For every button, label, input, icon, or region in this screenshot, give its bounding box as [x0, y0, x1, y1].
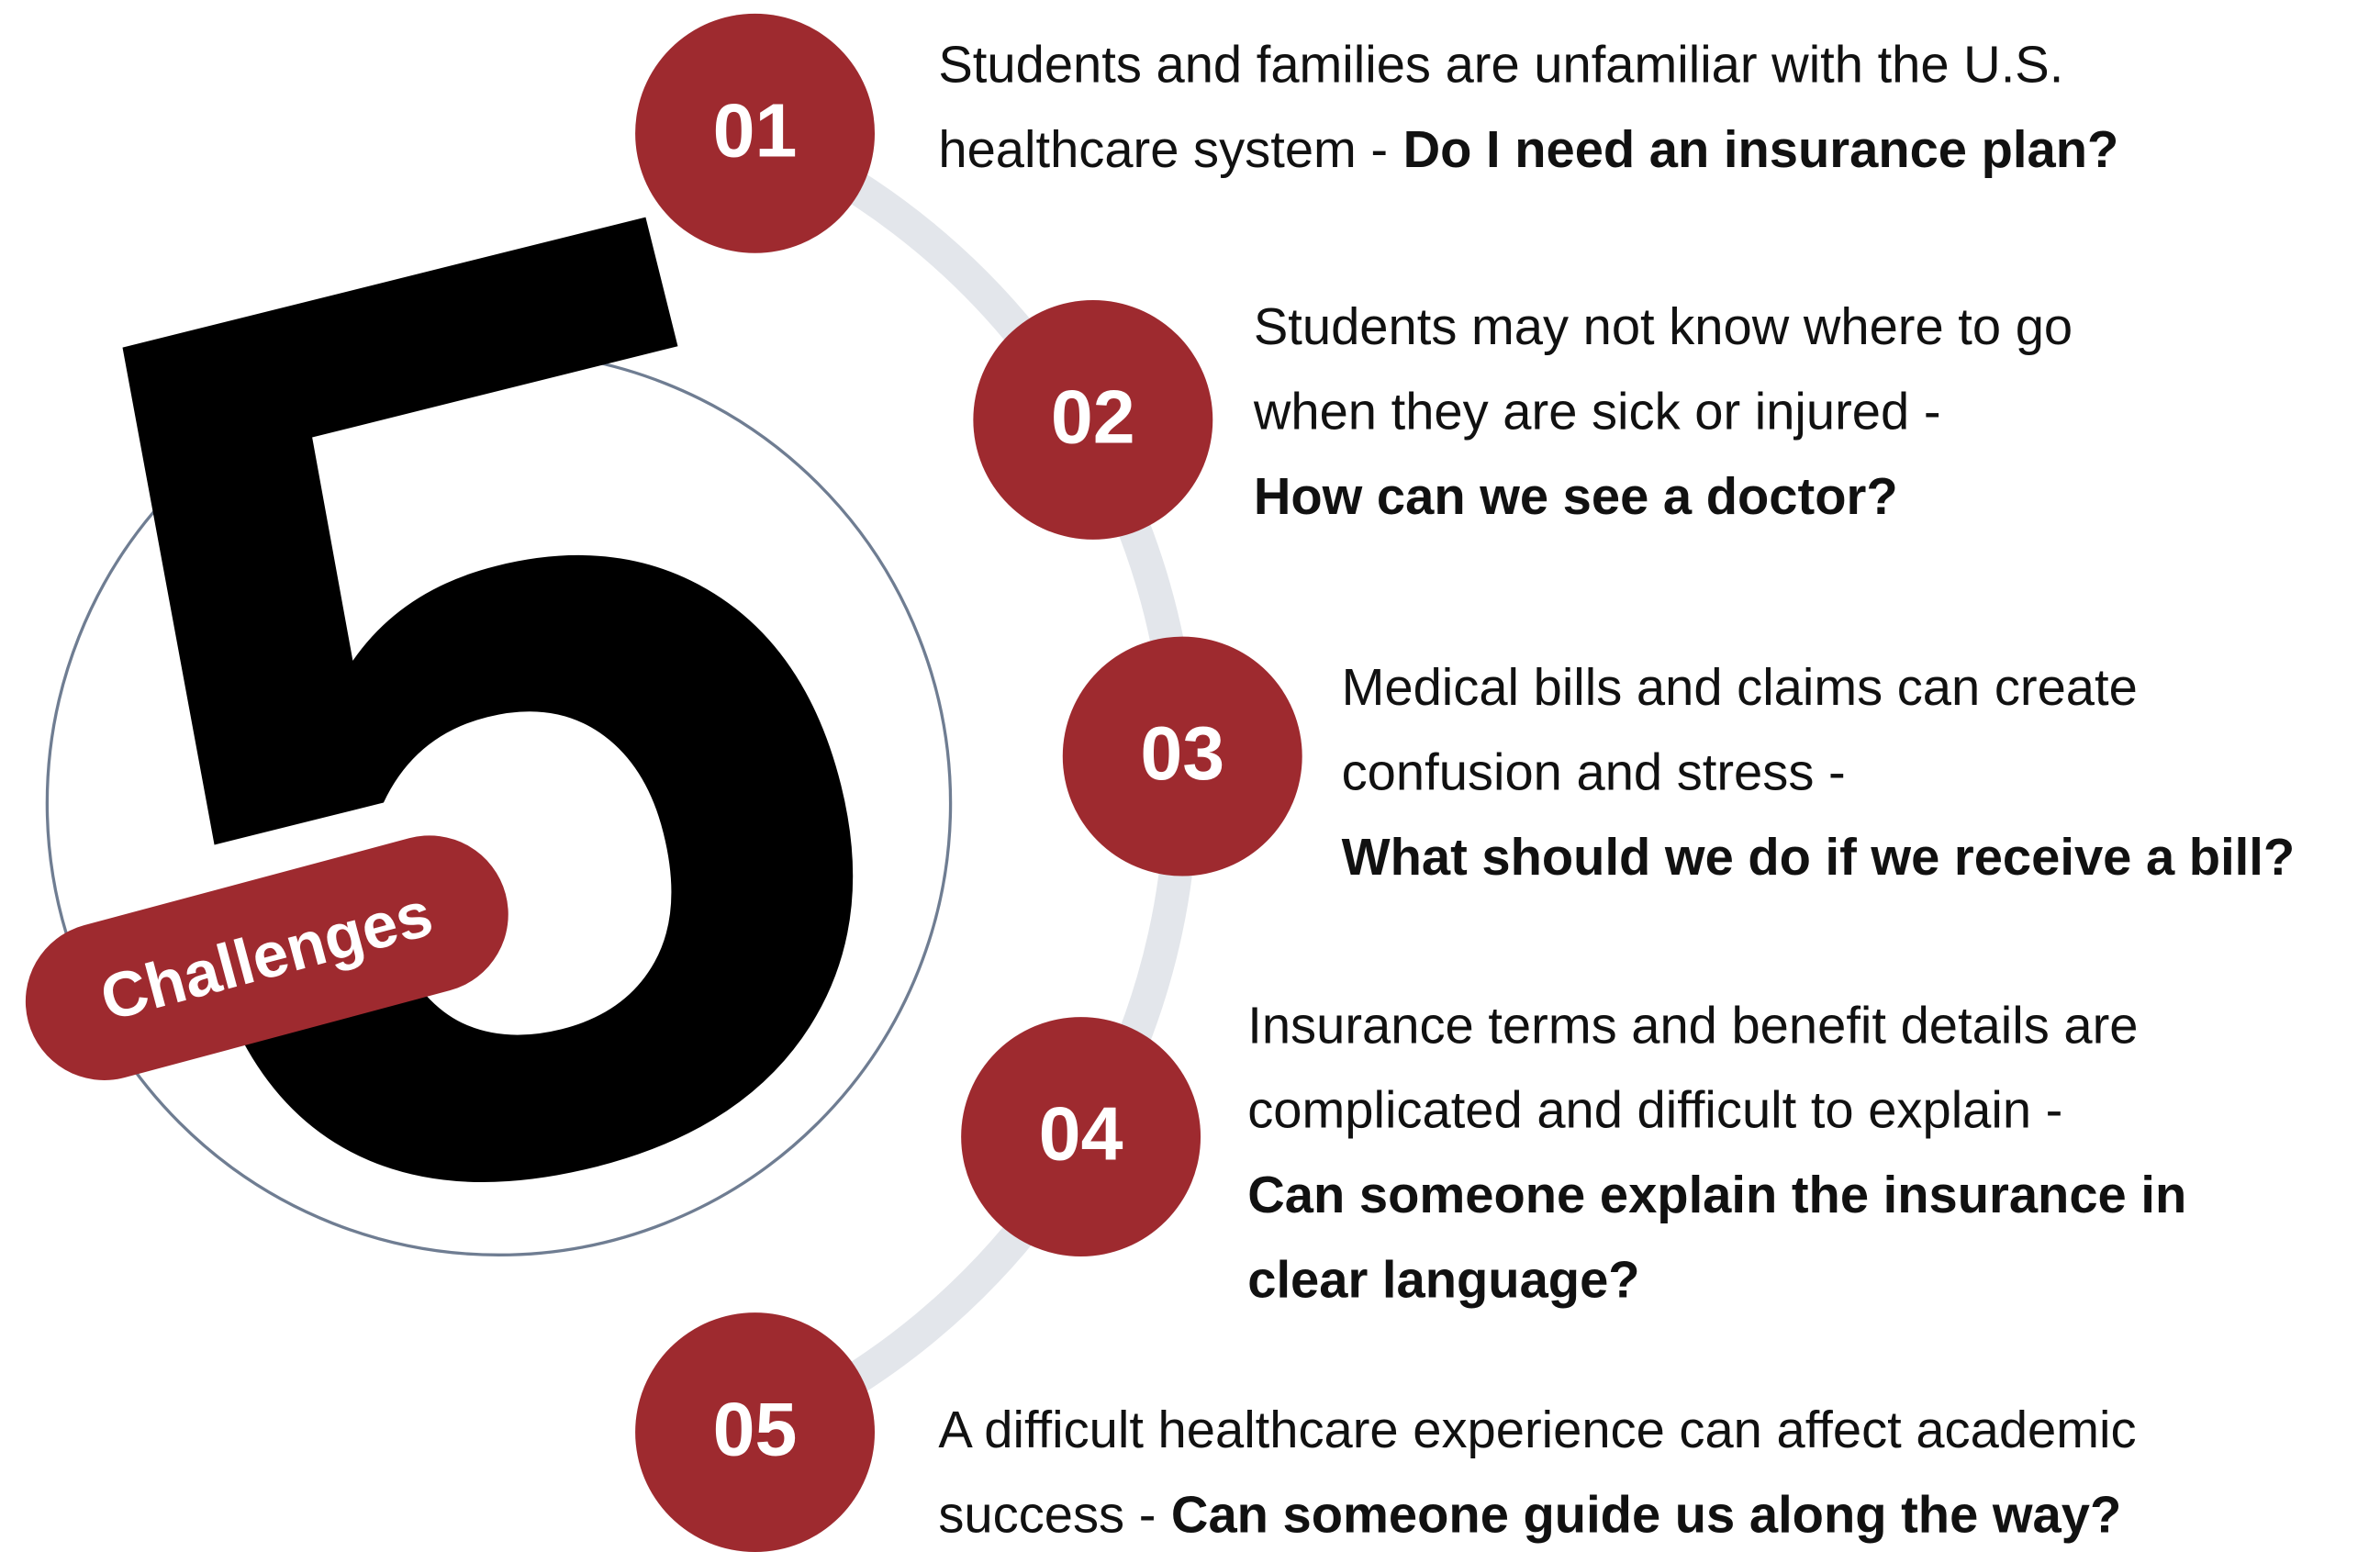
text-span: Insurance terms and benefit details are — [1247, 996, 2138, 1054]
text-span: when they are sick or injured - — [1253, 382, 1941, 440]
text-span: confusion and stress - — [1342, 743, 1846, 800]
number-circle — [635, 1312, 876, 1552]
item-text: Students may not know where to go — [1254, 297, 2073, 355]
item-number: 04 — [1039, 1092, 1123, 1177]
item-question: How can we see a doctor? — [1254, 467, 1898, 525]
text-span: A difficult healthcare experience can af… — [938, 1401, 2136, 1458]
item: 03 Medical bills and claims can create con… — [1062, 636, 2296, 886]
text-span: healthcare system - — [938, 120, 1388, 178]
number-circle — [635, 13, 876, 253]
item-text: Medical bills and claims can create — [1342, 658, 2138, 716]
item-text: confusion and stress - — [1342, 743, 1846, 800]
item-question: Can someone explain the insurance in — [1247, 1166, 2186, 1223]
item-question: clear language? — [1247, 1251, 1639, 1309]
item-text: Insurance terms and benefit details are — [1247, 996, 2138, 1054]
outline-circle — [45, 350, 953, 1256]
item-question: Do I need an insurance plan? — [1403, 120, 2119, 178]
text-span: Students and families are unfamiliar wit… — [938, 35, 2063, 93]
item-text: A difficult healthcare experience can af… — [938, 1401, 2136, 1458]
item-number: 02 — [1051, 375, 1135, 460]
item-number: 03 — [1140, 711, 1224, 796]
text-span: complicated and difficult to explain - — [1247, 1081, 2062, 1139]
item-text: when they are sick or injured - — [1253, 382, 1941, 440]
item: 01 Students and families are unfamiliar w… — [635, 13, 2118, 253]
item-number: 01 — [713, 88, 798, 173]
text-span: Medical bills and claims can create — [1342, 658, 2138, 716]
item: 05 A difficult healthcare experience can … — [635, 1312, 2137, 1552]
item-number: 05 — [713, 1388, 798, 1472]
text-span: Students may not know where to go — [1254, 297, 2073, 355]
item-text: success - Can someone guide us along the … — [938, 1485, 2121, 1543]
number-circle — [1062, 636, 1302, 876]
item-text: healthcare system - Do I need an insuranc… — [938, 120, 2118, 178]
item-question: Can someone guide us along the way? — [1171, 1485, 2121, 1543]
item: 02 Students may not know where to go when … — [973, 297, 2073, 540]
text-span: success - — [938, 1485, 1156, 1543]
item-text: Students and families are unfamiliar wit… — [938, 35, 2063, 93]
badge: Challenges — [25, 835, 508, 1080]
item: 04 Insurance terms and benefit details ar… — [961, 996, 2186, 1309]
item-question: What should we do if we receive a bill? — [1342, 828, 2296, 886]
items: 01 Students and families are unfamiliar w… — [635, 13, 2296, 1552]
number-circle — [973, 299, 1213, 540]
number-circle — [961, 1017, 1201, 1256]
badge-pill — [25, 835, 508, 1080]
big-number: 5 — [0, 0, 1015, 1509]
item-text: complicated and difficult to explain - — [1247, 1081, 2062, 1139]
